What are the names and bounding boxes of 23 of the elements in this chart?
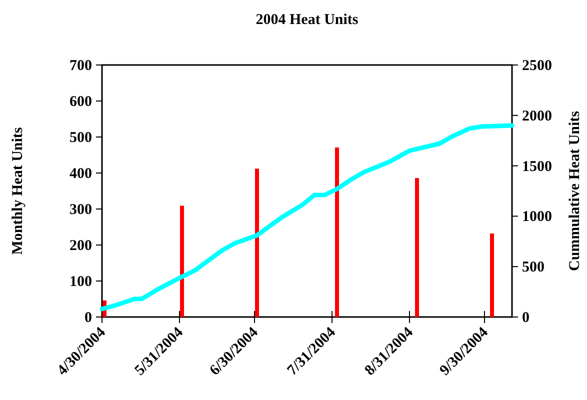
y-tick-label: 300 — [70, 202, 92, 218]
bar — [490, 233, 494, 317]
y2-tick-label: 2500 — [522, 58, 552, 74]
chart-title: 2004 Heat Units — [256, 12, 358, 28]
bar — [335, 147, 339, 317]
y2-tick-label: 2000 — [522, 108, 552, 124]
y-tick-label: 100 — [70, 274, 92, 290]
y-axis-title: Monthly Heat Units — [10, 127, 26, 255]
y-tick-label: 200 — [70, 238, 92, 254]
bar — [180, 206, 184, 317]
y2-tick-label: 1500 — [522, 158, 552, 175]
y2-tick-label: 0 — [522, 310, 530, 326]
y2-tick-label: 500 — [522, 260, 544, 276]
line-series — [100, 123, 514, 312]
y-tick-label: 500 — [70, 130, 92, 146]
y2-axis-title: Cummulative Heat Units — [567, 110, 583, 271]
bar — [255, 168, 259, 317]
y-tick-label: 400 — [70, 166, 92, 182]
y-tick-label: 0 — [84, 310, 92, 326]
y2-tick-label: 1000 — [522, 209, 552, 226]
y-tick-label: 600 — [70, 94, 92, 110]
y-tick-label: 700 — [70, 58, 92, 74]
bar — [415, 178, 419, 317]
